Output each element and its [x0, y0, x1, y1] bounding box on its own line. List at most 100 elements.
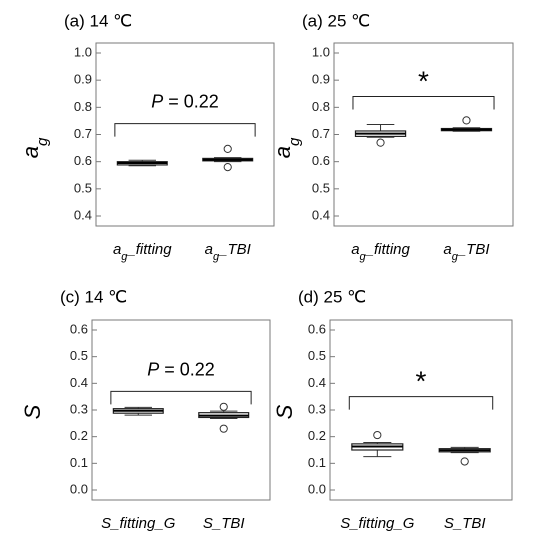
category-label-sub: g	[452, 251, 459, 263]
category-label-sub: g	[121, 251, 128, 263]
outlier-point	[460, 457, 469, 466]
category-label-rest: _TBI	[217, 241, 251, 258]
y-tick-label: 0.4	[308, 375, 326, 390]
box-plot	[116, 159, 168, 167]
y-tick-label: 0.5	[308, 348, 326, 363]
outlier-point	[376, 138, 385, 147]
y-axis-label-sub: g	[286, 137, 303, 146]
significance-bracket	[110, 390, 252, 405]
y-tick-label: 0.4	[74, 207, 92, 222]
p-value-prefix: P	[151, 92, 163, 112]
y-tick-label: 0.5	[70, 348, 88, 363]
category-label: S_fitting_G	[340, 515, 415, 532]
y-tick-label: 0.2	[70, 428, 88, 443]
significance-bracket	[352, 95, 495, 110]
box-plot	[440, 116, 493, 132]
significance-star: *	[416, 366, 427, 397]
category-label: ag_TBI	[443, 241, 489, 263]
y-tick-label: 0.6	[70, 321, 88, 336]
plot-frame	[95, 42, 275, 227]
y-tick-label: 0.4	[70, 375, 88, 390]
chart-panel-2: (a) 25 ℃0.40.50.60.70.80.91.0agag_fittin…	[270, 11, 514, 263]
category-label: ag_fitting	[351, 241, 410, 263]
y-tick-label: 0.6	[308, 321, 326, 336]
p-value-label: P = 0.22	[147, 359, 215, 379]
outlier-point	[462, 116, 471, 125]
category-label-rest: _fitting	[125, 241, 172, 258]
y-tick-label: 0.8	[74, 99, 92, 114]
category-label-main: a	[443, 241, 451, 258]
category-label-rest: _TBI	[452, 515, 486, 532]
y-tick-label: 0.5	[312, 180, 330, 195]
p-value-label: P = 0.22	[151, 92, 219, 112]
category-label-rest: _TBI	[456, 241, 490, 258]
category-label-sub: g	[360, 251, 367, 263]
y-axis-label-main: S	[272, 404, 297, 419]
category-label-main: a	[351, 241, 359, 258]
outlier-point	[223, 144, 232, 153]
y-tick-label: 0.5	[74, 180, 92, 195]
y-axis-label: ag	[18, 137, 51, 158]
y-tick-label: 0.1	[308, 455, 326, 470]
y-axis-label: S	[20, 404, 45, 419]
y-tick-label: 0.6	[74, 153, 92, 168]
category-label: ag_fitting	[113, 241, 172, 263]
box-plot	[438, 446, 491, 466]
y-tick-label: 0.0	[308, 481, 326, 496]
box-plot	[198, 402, 250, 433]
box-plot	[351, 430, 404, 458]
category-label-main: a	[205, 241, 213, 258]
panel-title: (d) 25 ℃	[298, 287, 366, 306]
category-label-rest: _fitting_G	[109, 515, 176, 532]
panel-title: (a) 14 ℃	[64, 11, 132, 30]
y-tick-label: 0.6	[312, 153, 330, 168]
y-tick-label: 0.1	[70, 455, 88, 470]
y-tick-label: 0.7	[312, 126, 330, 141]
y-tick-label: 0.9	[74, 72, 92, 87]
chart-panel-1: (a) 14 ℃0.40.50.60.70.80.91.0agag_fittin…	[18, 11, 275, 263]
panel-title: (c) 14 ℃	[60, 287, 127, 306]
category-label-sub: g	[213, 251, 220, 263]
category-label-rest: _TBI	[211, 515, 245, 532]
y-tick-label: 0.0	[70, 481, 88, 496]
chart-panel-4: (d) 25 ℃0.00.10.20.30.40.50.6SS_fitting_…	[272, 287, 513, 532]
category-label: S_TBI	[444, 515, 486, 532]
outlier-point	[373, 430, 382, 440]
category-label-main: S	[340, 515, 350, 532]
outlier-point	[223, 163, 232, 172]
category-label: S_fitting_G	[101, 515, 176, 532]
category-label: ag_TBI	[205, 241, 251, 263]
y-tick-label: 1.0	[74, 44, 92, 59]
y-tick-label: 0.8	[312, 99, 330, 114]
y-tick-label: 0.9	[312, 72, 330, 87]
y-axis-label-sub: g	[34, 137, 51, 146]
y-axis-label-main: a	[270, 146, 295, 158]
y-tick-label: 0.3	[70, 401, 88, 416]
y-tick-label: 1.0	[312, 44, 330, 59]
category-label-main: a	[113, 241, 121, 258]
plot-frame	[329, 319, 513, 501]
y-axis-label: ag	[270, 137, 303, 158]
category-label-main: S	[444, 515, 454, 532]
significance-bracket	[114, 123, 256, 137]
y-tick-label: 0.2	[308, 428, 326, 443]
significance-star: *	[418, 65, 429, 96]
chart-panel-3: (c) 14 ℃0.00.10.20.30.40.50.6SS_fitting_…	[20, 287, 271, 532]
y-axis-label-main: S	[20, 404, 45, 419]
y-tick-label: 0.3	[308, 401, 326, 416]
y-tick-label: 0.7	[74, 126, 92, 141]
y-tick-label: 0.4	[312, 207, 330, 222]
y-axis-label-main: a	[18, 146, 43, 158]
category-label: S_TBI	[203, 515, 245, 532]
p-value-prefix: P	[147, 359, 159, 379]
box-plot	[202, 144, 254, 172]
panel-title: (a) 25 ℃	[302, 11, 370, 30]
category-label-main: S	[101, 515, 111, 532]
outlier-point	[219, 402, 228, 411]
category-label-rest: _fitting_G	[348, 515, 415, 532]
p-value-text: = 0.22	[163, 92, 219, 112]
y-axis-label: S	[272, 404, 297, 419]
box-plot	[354, 123, 407, 147]
category-label-main: S	[203, 515, 213, 532]
